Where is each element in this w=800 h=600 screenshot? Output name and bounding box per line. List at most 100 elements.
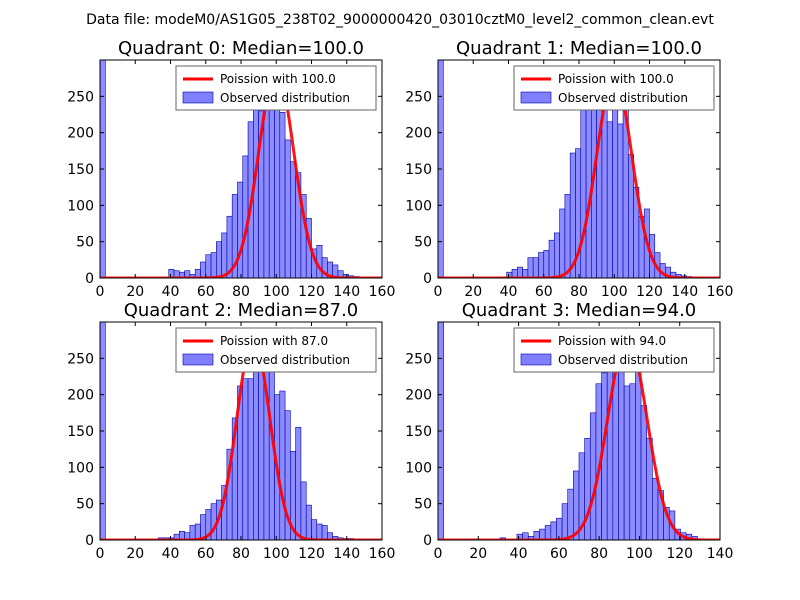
legend-line-label: Poission with 100.0 [558,72,674,86]
histogram-bar [550,521,557,540]
legend-line-label: Poission with 87.0 [220,334,328,348]
histogram-bar [640,405,647,540]
y-tick-label: 150 [67,162,94,178]
legend-line-label: Poission with 94.0 [558,334,666,348]
x-tick-label: 40 [162,546,180,562]
histogram-bar [589,412,597,540]
x-tick-label: 0 [96,284,105,300]
histogram-bar [205,254,212,278]
histogram-bar [200,261,207,278]
x-tick-label: 40 [162,284,180,300]
histogram-bar [561,503,569,540]
histogram-bar [629,383,636,540]
y-tick-label: 0 [423,271,432,287]
histogram-bar [532,257,539,278]
x-tick-label: 140 [707,546,734,562]
x-tick-label: 40 [510,546,528,562]
y-tick-label: 100 [67,198,94,214]
poisson-curve [438,336,720,540]
x-tick-label: 20 [126,546,144,562]
x-tick-label: 120 [298,284,325,300]
x-tick-label: 100 [263,284,290,300]
histogram-bar [612,106,619,278]
x-tick-label: 20 [464,284,482,300]
panel-title: Quadrant 3: Median=94.0 [462,300,697,321]
quadrant-1-plot: Quadrant 1: Median=100.0 0 20 40 60 80 100 120 1… [405,38,733,300]
poisson-curve [100,69,382,278]
legend: Poission with 100.0 Observed distribution [513,65,715,111]
histogram-bar [305,504,312,540]
x-tick-label: 80 [570,284,588,300]
legend-box [175,65,377,111]
legend-bar-label: Observed distribution [558,91,688,105]
legend-line-label: Poission with 100.0 [220,72,336,86]
histogram-bar [538,252,545,278]
y-tick-label: 250 [405,351,432,367]
histogram-bar [300,481,307,540]
y-tick-label: 50 [414,497,432,513]
x-tick-label: 20 [469,546,487,562]
histogram-bar [210,252,217,278]
x-tick-label: 0 [434,284,443,300]
histogram-bar [567,488,574,540]
histogram-bar [544,525,552,540]
y-tick-label: 50 [76,235,94,251]
legend: Poission with 94.0 Observed distribution [513,327,715,373]
y-tick-label: 100 [67,460,94,476]
histogram-bar [216,241,222,278]
figure-suptitle: Data file: modeM0/AS1G05_238T02_90000004… [86,12,714,28]
y-tick-label: 200 [405,388,432,404]
y-tick-label: 150 [67,424,94,440]
x-tick-label: 40 [500,284,518,300]
legend-bar-swatch [182,353,214,366]
histogram-bar [295,427,302,540]
y-tick-label: 0 [423,533,432,549]
histogram-bar [580,106,587,278]
histogram-bar [527,257,534,278]
histogram-bar [253,358,259,540]
histogram-bar [290,161,296,278]
histogram-bar [584,437,591,540]
x-tick-label: 0 [434,546,443,562]
x-tick-label: 120 [636,284,663,300]
legend-bar-label: Observed distribution [220,91,350,105]
histogram-bar [189,525,196,540]
x-tick-label: 60 [197,284,215,300]
histogram-bar [628,154,634,278]
quadrant-2-plot: Quadrant 2: Median=87.0 0 20 40 60 80 100 120 14… [67,300,395,562]
legend-bar-label: Observed distribution [220,353,350,367]
histogram-bar [316,523,323,540]
quadrant-3-plot: Quadrant 3: Median=94.0 0 20 40 60 80 100 120 14… [405,300,733,562]
histogram-bar [311,519,318,540]
x-tick-label: 120 [298,546,325,562]
histogram-bar [284,139,291,278]
histogram-bar [606,352,614,540]
poisson-curve [438,74,720,278]
x-tick-label: 100 [601,284,628,300]
panel-title: Quadrant 1: Median=100.0 [456,38,702,59]
y-tick-label: 200 [67,126,94,142]
histogram-bar [606,121,613,278]
x-tick-label: 140 [333,284,360,300]
histogram-bar [539,528,546,540]
x-tick-label: 120 [666,546,693,562]
histogram-bar [274,92,281,278]
x-tick-label: 160 [707,284,734,300]
x-tick-label: 100 [626,546,653,562]
x-tick-label: 140 [333,546,360,562]
x-tick-label: 60 [535,284,553,300]
x-tick-label: 160 [369,284,396,300]
histogram-bar [279,390,286,540]
y-tick-label: 150 [405,162,432,178]
x-tick-label: 60 [550,546,568,562]
histogram-bar [543,250,550,278]
y-tick-label: 250 [67,89,94,105]
legend-bar-swatch [520,353,552,366]
panels: Quadrant 0: Median=100.0 0 20 40 60 80 100 120 1… [67,38,733,562]
histogram-bar [554,232,560,278]
histogram-bar [242,378,249,540]
x-tick-label: 160 [369,546,396,562]
histogram-bar [564,194,571,278]
histogram-bar [237,181,244,278]
